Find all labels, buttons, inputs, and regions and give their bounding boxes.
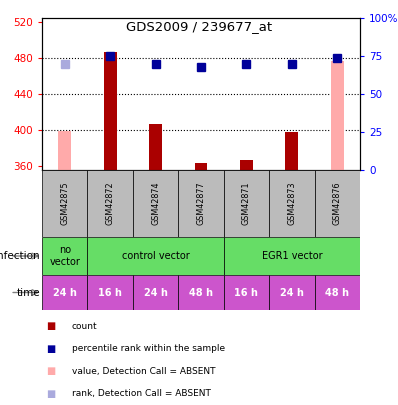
- Text: no
vector: no vector: [49, 245, 80, 267]
- Text: 16 h: 16 h: [234, 288, 258, 298]
- Text: GSM42875: GSM42875: [60, 182, 69, 225]
- Bar: [240, 160, 253, 170]
- Text: GSM42874: GSM42874: [151, 182, 160, 225]
- Text: EGR1 vector: EGR1 vector: [261, 251, 322, 261]
- Text: 24 h: 24 h: [280, 288, 304, 298]
- Bar: [104, 52, 117, 170]
- Bar: [269, 275, 314, 310]
- Bar: [59, 131, 71, 170]
- Text: count: count: [72, 322, 98, 331]
- Bar: [149, 124, 162, 170]
- Bar: [42, 275, 88, 310]
- Text: ■: ■: [46, 321, 55, 331]
- Text: 24 h: 24 h: [53, 288, 77, 298]
- Bar: [178, 170, 224, 237]
- Text: rank, Detection Call = ABSENT: rank, Detection Call = ABSENT: [72, 389, 211, 398]
- Text: GDS2009 / 239677_at: GDS2009 / 239677_at: [126, 20, 272, 33]
- Bar: [88, 275, 133, 310]
- Text: ■: ■: [46, 389, 55, 399]
- Bar: [314, 275, 360, 310]
- Text: value, Detection Call = ABSENT: value, Detection Call = ABSENT: [72, 367, 215, 376]
- Bar: [88, 237, 224, 275]
- Bar: [133, 275, 178, 310]
- Text: GSM42876: GSM42876: [333, 182, 342, 225]
- Bar: [224, 237, 360, 275]
- Text: 16 h: 16 h: [98, 288, 122, 298]
- Bar: [195, 163, 207, 170]
- Bar: [224, 275, 269, 310]
- Bar: [331, 61, 343, 170]
- Bar: [285, 132, 298, 170]
- Text: 48 h: 48 h: [325, 288, 349, 298]
- Text: infection: infection: [0, 251, 40, 261]
- Text: GSM42872: GSM42872: [105, 182, 115, 225]
- Text: percentile rank within the sample: percentile rank within the sample: [72, 344, 225, 353]
- Bar: [42, 170, 88, 237]
- Bar: [224, 170, 269, 237]
- Text: GSM42877: GSM42877: [197, 182, 205, 225]
- Bar: [269, 170, 314, 237]
- Bar: [42, 237, 88, 275]
- Bar: [178, 275, 224, 310]
- Text: 24 h: 24 h: [144, 288, 168, 298]
- Text: GSM42871: GSM42871: [242, 182, 251, 225]
- Text: time: time: [16, 288, 40, 298]
- Text: 48 h: 48 h: [189, 288, 213, 298]
- Bar: [133, 170, 178, 237]
- Text: ■: ■: [46, 344, 55, 354]
- Text: GSM42873: GSM42873: [287, 182, 297, 225]
- Text: control vector: control vector: [122, 251, 189, 261]
- Bar: [314, 170, 360, 237]
- Bar: [88, 170, 133, 237]
- Text: ■: ■: [46, 366, 55, 376]
